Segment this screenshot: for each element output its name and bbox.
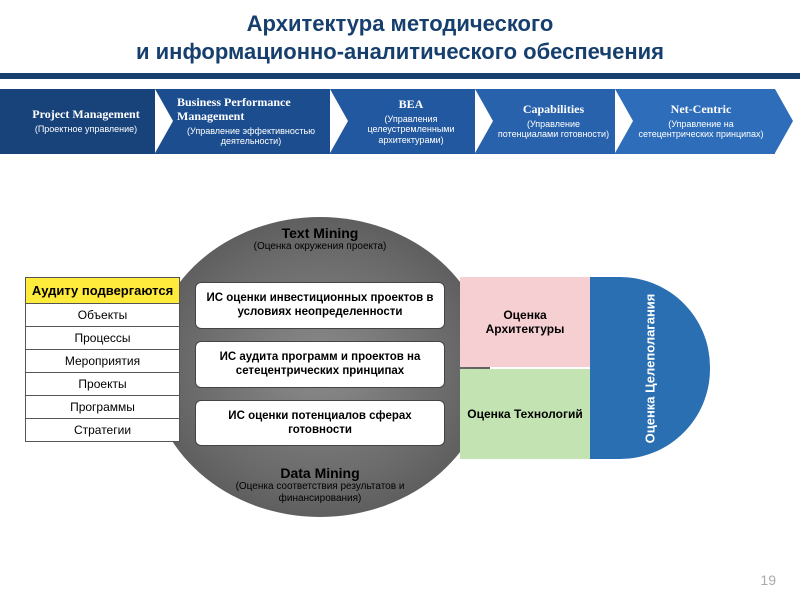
right-block-architecture: Оценка Архитектуры [460,277,590,367]
chevron-subtitle: (Проектное управление) [35,124,137,134]
chevron-subtitle: (Управление потенциалами готовности) [497,119,610,140]
audit-item-5: Стратегии [25,419,180,442]
center-box-0: ИС оценки инвестиционных проектов в усло… [195,282,445,329]
chevron-subtitle: (Управление на сетецентрических принципа… [637,119,765,140]
right-block-arch-label: Оценка Архитектуры [464,308,586,336]
chevron-title: Net-Centric [671,103,732,117]
blue-cap-goalsetting: Оценка Целеполагания [590,277,710,459]
chevron-0: Project Management (Проектное управление) [0,89,160,154]
data-mining-subtitle: (Оценка соответствия результатов и финан… [205,481,435,504]
center-box-1: ИС аудита программ и проектов на сетецен… [195,341,445,388]
chevron-title: Project Management [32,108,139,122]
chevron-body: Project Management (Проектное управление) [0,89,160,154]
right-block-technology: Оценка Технологий [460,369,590,459]
audit-header: Аудиту подвергаются [25,277,180,304]
chevron-title: Capabilities [523,103,584,117]
title-line-2: и информационно-аналитического обеспечен… [0,38,800,66]
chevron-subtitle: (Управления целеустремленными архитектур… [352,114,470,145]
center-column: ИС оценки инвестиционных проектов в усло… [195,282,445,446]
chevron-body: Net-Centric (Управление на сетецентрическ… [615,89,775,154]
chevron-body: BEA (Управления целеустремленными архитек… [330,89,480,154]
chevron-subtitle: (Управление эффективностью деятельности) [177,126,325,147]
chevron-row: Project Management (Проектное управление)… [0,89,800,167]
chevron-body: Capabilities (Управление потенциалами гот… [475,89,620,154]
center-box-2: ИС оценки потенциалов сферах готовности [195,400,445,447]
slide-title: Архитектура методического и информационн… [0,0,800,79]
audit-item-4: Программы [25,396,180,419]
text-mining-subtitle: (Оценка окружения проекта) [220,241,420,252]
diagram-area: Text Mining (Оценка окружения проекта) А… [20,197,780,557]
audit-item-0: Объекты [25,304,180,327]
chevron-2: BEA (Управления целеустремленными архитек… [330,89,480,154]
chevron-1: Business Performance Management(Управлен… [155,89,335,154]
audit-item-2: Мероприятия [25,350,180,373]
data-mining-label: Data Mining (Оценка соответствия результ… [205,465,435,504]
chevron-4: Net-Centric (Управление на сетецентрическ… [615,89,775,154]
chevron-body: Business Performance Management(Управлен… [155,89,335,154]
chevron-title: BEA [399,98,424,112]
audit-column: Аудиту подвергаются ОбъектыПроцессыМероп… [25,277,180,442]
text-mining-label: Text Mining (Оценка окружения проекта) [220,225,420,252]
right-block-tech-label: Оценка Технологий [467,407,582,421]
audit-item-3: Проекты [25,373,180,396]
text-mining-title: Text Mining [220,225,420,241]
data-mining-title: Data Mining [205,465,435,481]
audit-item-1: Процессы [25,327,180,350]
chevron-3: Capabilities (Управление потенциалами гот… [475,89,620,154]
page-number: 19 [760,572,776,588]
blue-cap-label: Оценка Целеполагания [643,293,658,443]
title-line-1: Архитектура методического [0,10,800,38]
chevron-title: Business Performance Management [177,96,325,124]
